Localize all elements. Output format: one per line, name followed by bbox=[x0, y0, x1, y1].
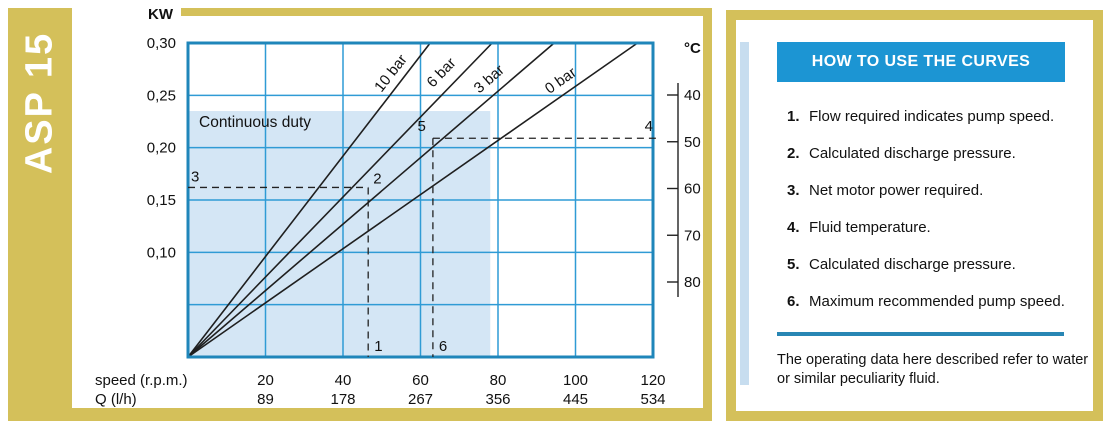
step-number: 4. bbox=[787, 219, 800, 236]
power-tick-label: 0,30 bbox=[147, 35, 176, 52]
temperature-tick-label: 70 bbox=[684, 227, 701, 244]
guide-point-4: 4 bbox=[645, 118, 653, 135]
step-text: Net motor power required. bbox=[809, 182, 984, 199]
curve-6-bar bbox=[187, 42, 493, 358]
temperature-tick-label: 50 bbox=[684, 134, 701, 151]
step-text: Fluid temperature. bbox=[809, 219, 931, 236]
step-number: 5. bbox=[787, 256, 800, 273]
instruction-step: 2. Calculated discharge pressure. bbox=[787, 142, 1077, 165]
speed-tick-label: 120 bbox=[640, 372, 665, 389]
instructions-title: HOW TO USE THE CURVES bbox=[777, 42, 1065, 82]
curve-10-bar bbox=[187, 42, 431, 358]
divider-rule bbox=[777, 332, 1064, 336]
instructions-panel: HOW TO USE THE CURVES 1. Flow required in… bbox=[726, 10, 1103, 421]
instruction-step: 1. Flow required indicates pump speed. bbox=[787, 105, 1077, 128]
y-axis-unit-label: KW bbox=[148, 6, 174, 23]
speed-tick-label: 80 bbox=[490, 372, 507, 389]
power-tick-label: 0,25 bbox=[147, 87, 176, 104]
right-axis-unit-label: °C bbox=[684, 40, 701, 57]
instruction-step: 3. Net motor power required. bbox=[787, 179, 1077, 202]
curve-label: 10 bar bbox=[371, 51, 411, 95]
temperature-tick-label: 60 bbox=[684, 181, 701, 198]
continuous-duty-region bbox=[188, 111, 491, 358]
guide-point-6: 6 bbox=[439, 338, 447, 355]
model-sidebar: ASP 15 bbox=[8, 8, 72, 421]
power-tick-label: 0,15 bbox=[147, 192, 176, 209]
instruction-step: 6. Maximum recommended pump speed. bbox=[787, 290, 1077, 313]
left-panel-border-right bbox=[703, 8, 712, 421]
flow-tick-label: 356 bbox=[485, 391, 510, 408]
speed-tick-label: 40 bbox=[335, 372, 352, 389]
power-tick-label: 0,20 bbox=[147, 140, 176, 157]
step-text: Calculated discharge pressure. bbox=[809, 256, 1016, 273]
flow-tick-label: 267 bbox=[408, 391, 433, 408]
note-text: The operating data here described refer … bbox=[777, 352, 1089, 387]
temperature-tick-label: 80 bbox=[684, 274, 701, 291]
curve-3-bar bbox=[187, 42, 555, 358]
step-number: 6. bbox=[787, 293, 800, 310]
guide-point-1: 1 bbox=[374, 338, 382, 355]
instruction-step: 5. Calculated discharge pressure. bbox=[787, 253, 1077, 276]
plot-border bbox=[186, 41, 655, 359]
flow-tick-label: 178 bbox=[330, 391, 355, 408]
speed-tick-label: 100 bbox=[563, 372, 588, 389]
guide-point-3: 3 bbox=[191, 168, 199, 185]
guide-point-5: 5 bbox=[418, 118, 426, 135]
curve-label: 0 bar bbox=[542, 64, 580, 98]
step-number: 2. bbox=[787, 145, 800, 162]
step-text: Calculated discharge pressure. bbox=[809, 145, 1016, 162]
guide-point-2: 2 bbox=[373, 170, 381, 187]
power-tick-label: 0,10 bbox=[147, 244, 176, 261]
x-axis-label-speed: speed (r.p.m.) bbox=[95, 372, 188, 389]
temperature-tick-label: 40 bbox=[684, 87, 701, 104]
continuous-duty-label: Continuous duty bbox=[199, 114, 311, 131]
left-panel-border-top bbox=[181, 8, 712, 16]
flow-tick-label: 534 bbox=[640, 391, 665, 408]
accent-bar bbox=[740, 42, 749, 385]
curve-label: 3 bar bbox=[471, 62, 508, 97]
curve-label: 6 bar bbox=[423, 55, 459, 91]
step-number: 3. bbox=[787, 182, 800, 199]
speed-tick-label: 20 bbox=[257, 372, 274, 389]
step-text: Flow required indicates pump speed. bbox=[809, 108, 1055, 125]
flow-tick-label: 89 bbox=[257, 391, 274, 408]
left-panel-border-bottom bbox=[8, 408, 712, 421]
step-number: 1. bbox=[787, 108, 800, 125]
x-axis-label-flow: Q (l/h) bbox=[95, 391, 137, 408]
speed-tick-label: 60 bbox=[412, 372, 429, 389]
instruction-step: 4. Fluid temperature. bbox=[787, 216, 1077, 239]
step-text: Maximum recommended pump speed. bbox=[809, 293, 1065, 310]
flow-tick-label: 445 bbox=[563, 391, 588, 408]
performance-chart: 10 bar 6 bar 3 bar 0 bar 3 2 1 5 4 6 40 50 60 70 80 20 4… bbox=[95, 6, 701, 408]
instructions-list: 1. Flow required indicates pump speed. 2. C… bbox=[787, 105, 1077, 327]
curve-0-bar bbox=[187, 42, 638, 358]
